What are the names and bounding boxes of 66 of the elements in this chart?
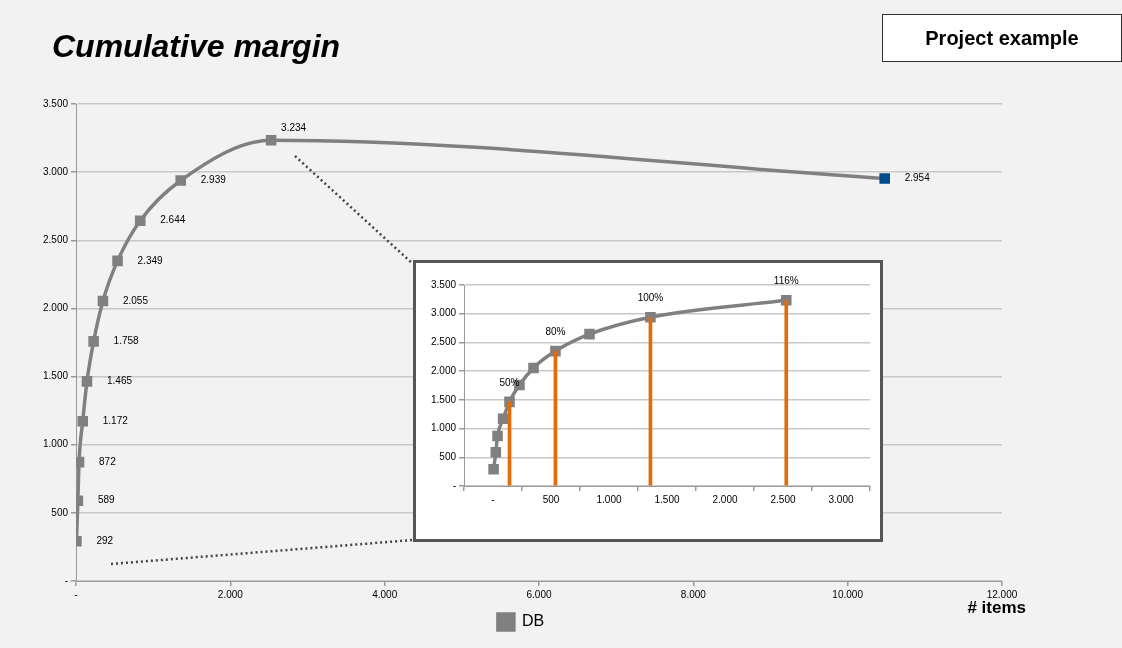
- bar: [784, 299, 789, 486]
- y-tick-label: 2.000: [430, 364, 457, 376]
- x-tick-label: 1.500: [654, 493, 680, 505]
- point: [97, 295, 109, 307]
- point: [879, 173, 890, 184]
- y-tick-label: 1.000: [430, 422, 457, 434]
- point: [528, 362, 539, 374]
- y-tick-label: 2.500: [42, 234, 69, 246]
- y-tick-label: 3.000: [42, 165, 69, 177]
- x-tick-label: 2.000: [217, 588, 244, 600]
- x-tick-label: 8.000: [680, 588, 707, 600]
- point: [134, 215, 146, 226]
- x-tick-label: 6.000: [526, 588, 552, 600]
- x-tick-label: 2.000: [712, 493, 738, 505]
- y-tick-label: 2.000: [42, 302, 69, 314]
- annotation: 100%: [637, 291, 664, 303]
- annotation: 80%: [545, 325, 566, 337]
- y-tick-label: 3.500: [42, 97, 69, 109]
- point: [488, 463, 499, 475]
- y-tick-label: -: [64, 574, 69, 586]
- point: [490, 446, 502, 458]
- y-tick-label: 2.500: [430, 336, 457, 348]
- y-tick-label: 500: [439, 451, 457, 463]
- x-tick-label: 3.000: [828, 493, 854, 505]
- x-tick-label: 2.500: [770, 493, 796, 505]
- data-label: 2.939: [200, 174, 227, 186]
- point: [492, 430, 503, 442]
- y-tick-label: 1.000: [42, 438, 69, 450]
- point: [175, 175, 187, 186]
- x-tick-label: -: [74, 588, 78, 600]
- point: [112, 255, 123, 267]
- x-tick-label: 4.000: [372, 588, 398, 600]
- data-label: 1.758: [113, 335, 140, 347]
- y-tick-label: 500: [51, 506, 69, 518]
- data-label: 292: [96, 534, 114, 546]
- data-label: 2.055: [122, 294, 149, 306]
- x-tick-label: 500: [542, 493, 560, 505]
- annotation: 50%: [499, 376, 520, 388]
- annotation: 116%: [773, 275, 799, 287]
- point: [497, 413, 509, 424]
- y-tick-label: 1.500: [42, 370, 69, 382]
- legend-label: DB: [521, 612, 545, 630]
- x-tick-label: 12.000: [986, 588, 1018, 600]
- data-label: 2.349: [137, 254, 163, 266]
- point: [81, 376, 93, 387]
- y-tick-label: 3.000: [430, 307, 457, 319]
- data-label: 2.644: [160, 214, 186, 226]
- chart-title: Cumulative margin: [52, 28, 341, 65]
- y-tick-label: 1.500: [430, 393, 457, 405]
- x-tick-label: 10.000: [832, 588, 864, 600]
- point: [265, 134, 277, 146]
- data-label: 589: [97, 494, 115, 506]
- data-label: 1.465: [106, 375, 133, 387]
- x-tick-label: 1.000: [596, 493, 622, 505]
- x-axis-title: # items: [967, 598, 1026, 618]
- data-label: 3.234: [281, 122, 307, 133]
- y-tick-label: -: [452, 479, 457, 491]
- data-label: 872: [99, 455, 117, 467]
- point: [584, 328, 595, 340]
- x-tick-label: -: [491, 493, 495, 505]
- point: [88, 336, 99, 347]
- data-label: 1.172: [102, 415, 129, 427]
- point: [77, 415, 89, 427]
- text: Project example: [882, 14, 1122, 62]
- data-label: 2.954: [904, 172, 931, 184]
- y-tick-label: 3.500: [430, 278, 457, 290]
